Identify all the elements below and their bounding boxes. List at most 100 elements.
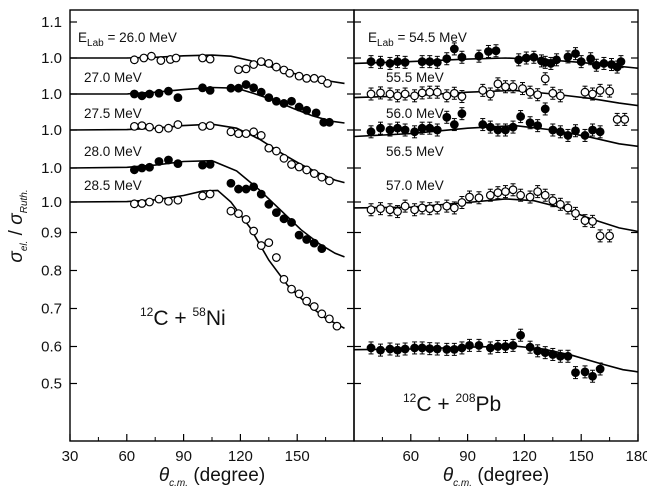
series-right-3: 56.5 MeV	[353, 144, 639, 243]
x-tick-label: 120	[512, 448, 537, 465]
data-point	[529, 52, 539, 62]
data-point	[501, 342, 510, 351]
data-point	[425, 123, 435, 133]
data-point	[563, 131, 573, 140]
series-left-3: 28.0 MeV	[69, 144, 345, 258]
data-point	[385, 59, 395, 68]
data-point	[474, 340, 484, 350]
series-right-4: 57.0 MeV	[353, 178, 639, 383]
data-point	[417, 57, 427, 67]
data-point	[294, 71, 304, 81]
data-point	[376, 88, 385, 98]
data-point	[491, 46, 501, 56]
data-point	[234, 129, 243, 139]
data-point	[205, 121, 215, 131]
data-point	[226, 206, 236, 216]
y-tick-label: 0.9	[41, 225, 62, 242]
data-point	[548, 88, 558, 98]
data-point	[563, 52, 573, 62]
data-point	[205, 189, 215, 199]
data-point	[457, 52, 467, 62]
y-tick-label: 0.6	[41, 339, 62, 356]
data-point	[425, 87, 435, 97]
data-point	[376, 57, 385, 67]
data-point	[311, 108, 321, 118]
data-point	[465, 192, 474, 202]
data-point	[323, 79, 332, 88]
data-point	[432, 57, 442, 67]
energy-label: 56.5 MeV	[386, 144, 444, 159]
data-point	[478, 85, 488, 95]
data-point	[256, 131, 266, 140]
data-point	[129, 55, 139, 65]
data-point	[588, 371, 597, 381]
data-point	[249, 127, 259, 137]
data-point	[393, 123, 402, 133]
y-ticks: 0.5 0.6 0.7 0.8 0.9 1.0 1.0 1.0 1.0 1.0 1.1	[41, 14, 638, 393]
data-point	[540, 74, 550, 84]
data-point	[376, 204, 385, 214]
data-point	[137, 199, 147, 208]
data-point	[591, 60, 601, 70]
data-point	[432, 344, 442, 354]
data-point	[145, 197, 154, 207]
data-point	[241, 64, 251, 74]
data-point	[302, 296, 312, 306]
data-point	[173, 159, 183, 169]
data-point	[552, 55, 561, 65]
data-point	[425, 344, 435, 354]
data-point	[226, 83, 236, 93]
energy-label: 56.0 MeV	[386, 106, 444, 121]
data-point	[249, 182, 259, 192]
reaction-label-ni: 12C + 58Ni	[140, 305, 226, 330]
data-point	[485, 89, 495, 99]
x-tick-label: 90	[459, 448, 476, 465]
data-point	[485, 343, 495, 353]
data-point	[533, 346, 543, 356]
data-point	[302, 165, 312, 175]
data-point	[465, 340, 474, 350]
data-point	[478, 120, 488, 129]
data-point	[548, 125, 558, 135]
data-point	[324, 314, 334, 324]
data-point	[137, 121, 147, 131]
data-point	[432, 87, 442, 97]
series-left-1: 27.0 MeV	[70, 70, 345, 127]
y-tick-label: 1.0	[41, 122, 62, 139]
data-point	[366, 127, 376, 137]
data-point	[234, 65, 243, 75]
data-point	[271, 146, 281, 156]
data-point	[400, 57, 410, 67]
data-point	[400, 344, 410, 354]
y-tick-label: 0.5	[41, 376, 62, 393]
data-point	[400, 201, 410, 211]
data-point	[555, 127, 565, 137]
y-tick-label: 1.0	[41, 194, 62, 211]
data-point	[264, 59, 274, 68]
data-point	[287, 160, 296, 169]
data-point	[580, 87, 590, 97]
data-point	[595, 364, 605, 374]
data-point	[205, 159, 215, 169]
data-point	[164, 86, 173, 96]
energy-label: ELab = 26.0 MeV	[78, 30, 177, 49]
data-point	[366, 343, 376, 353]
data-point	[154, 88, 164, 98]
data-point	[442, 54, 452, 64]
data-point	[241, 129, 251, 139]
data-point	[493, 342, 503, 351]
data-point	[425, 204, 435, 214]
energy-label: 28.5 MeV	[84, 178, 142, 193]
data-point	[137, 91, 147, 101]
data-point	[264, 143, 274, 153]
data-point	[309, 302, 319, 311]
data-point	[588, 89, 597, 99]
data-point	[376, 123, 385, 133]
data-point	[129, 121, 139, 131]
data-point	[271, 62, 281, 72]
data-point	[540, 190, 550, 200]
data-point	[525, 87, 535, 97]
data-point	[264, 238, 274, 248]
data-point	[234, 83, 243, 93]
data-point	[154, 124, 164, 134]
